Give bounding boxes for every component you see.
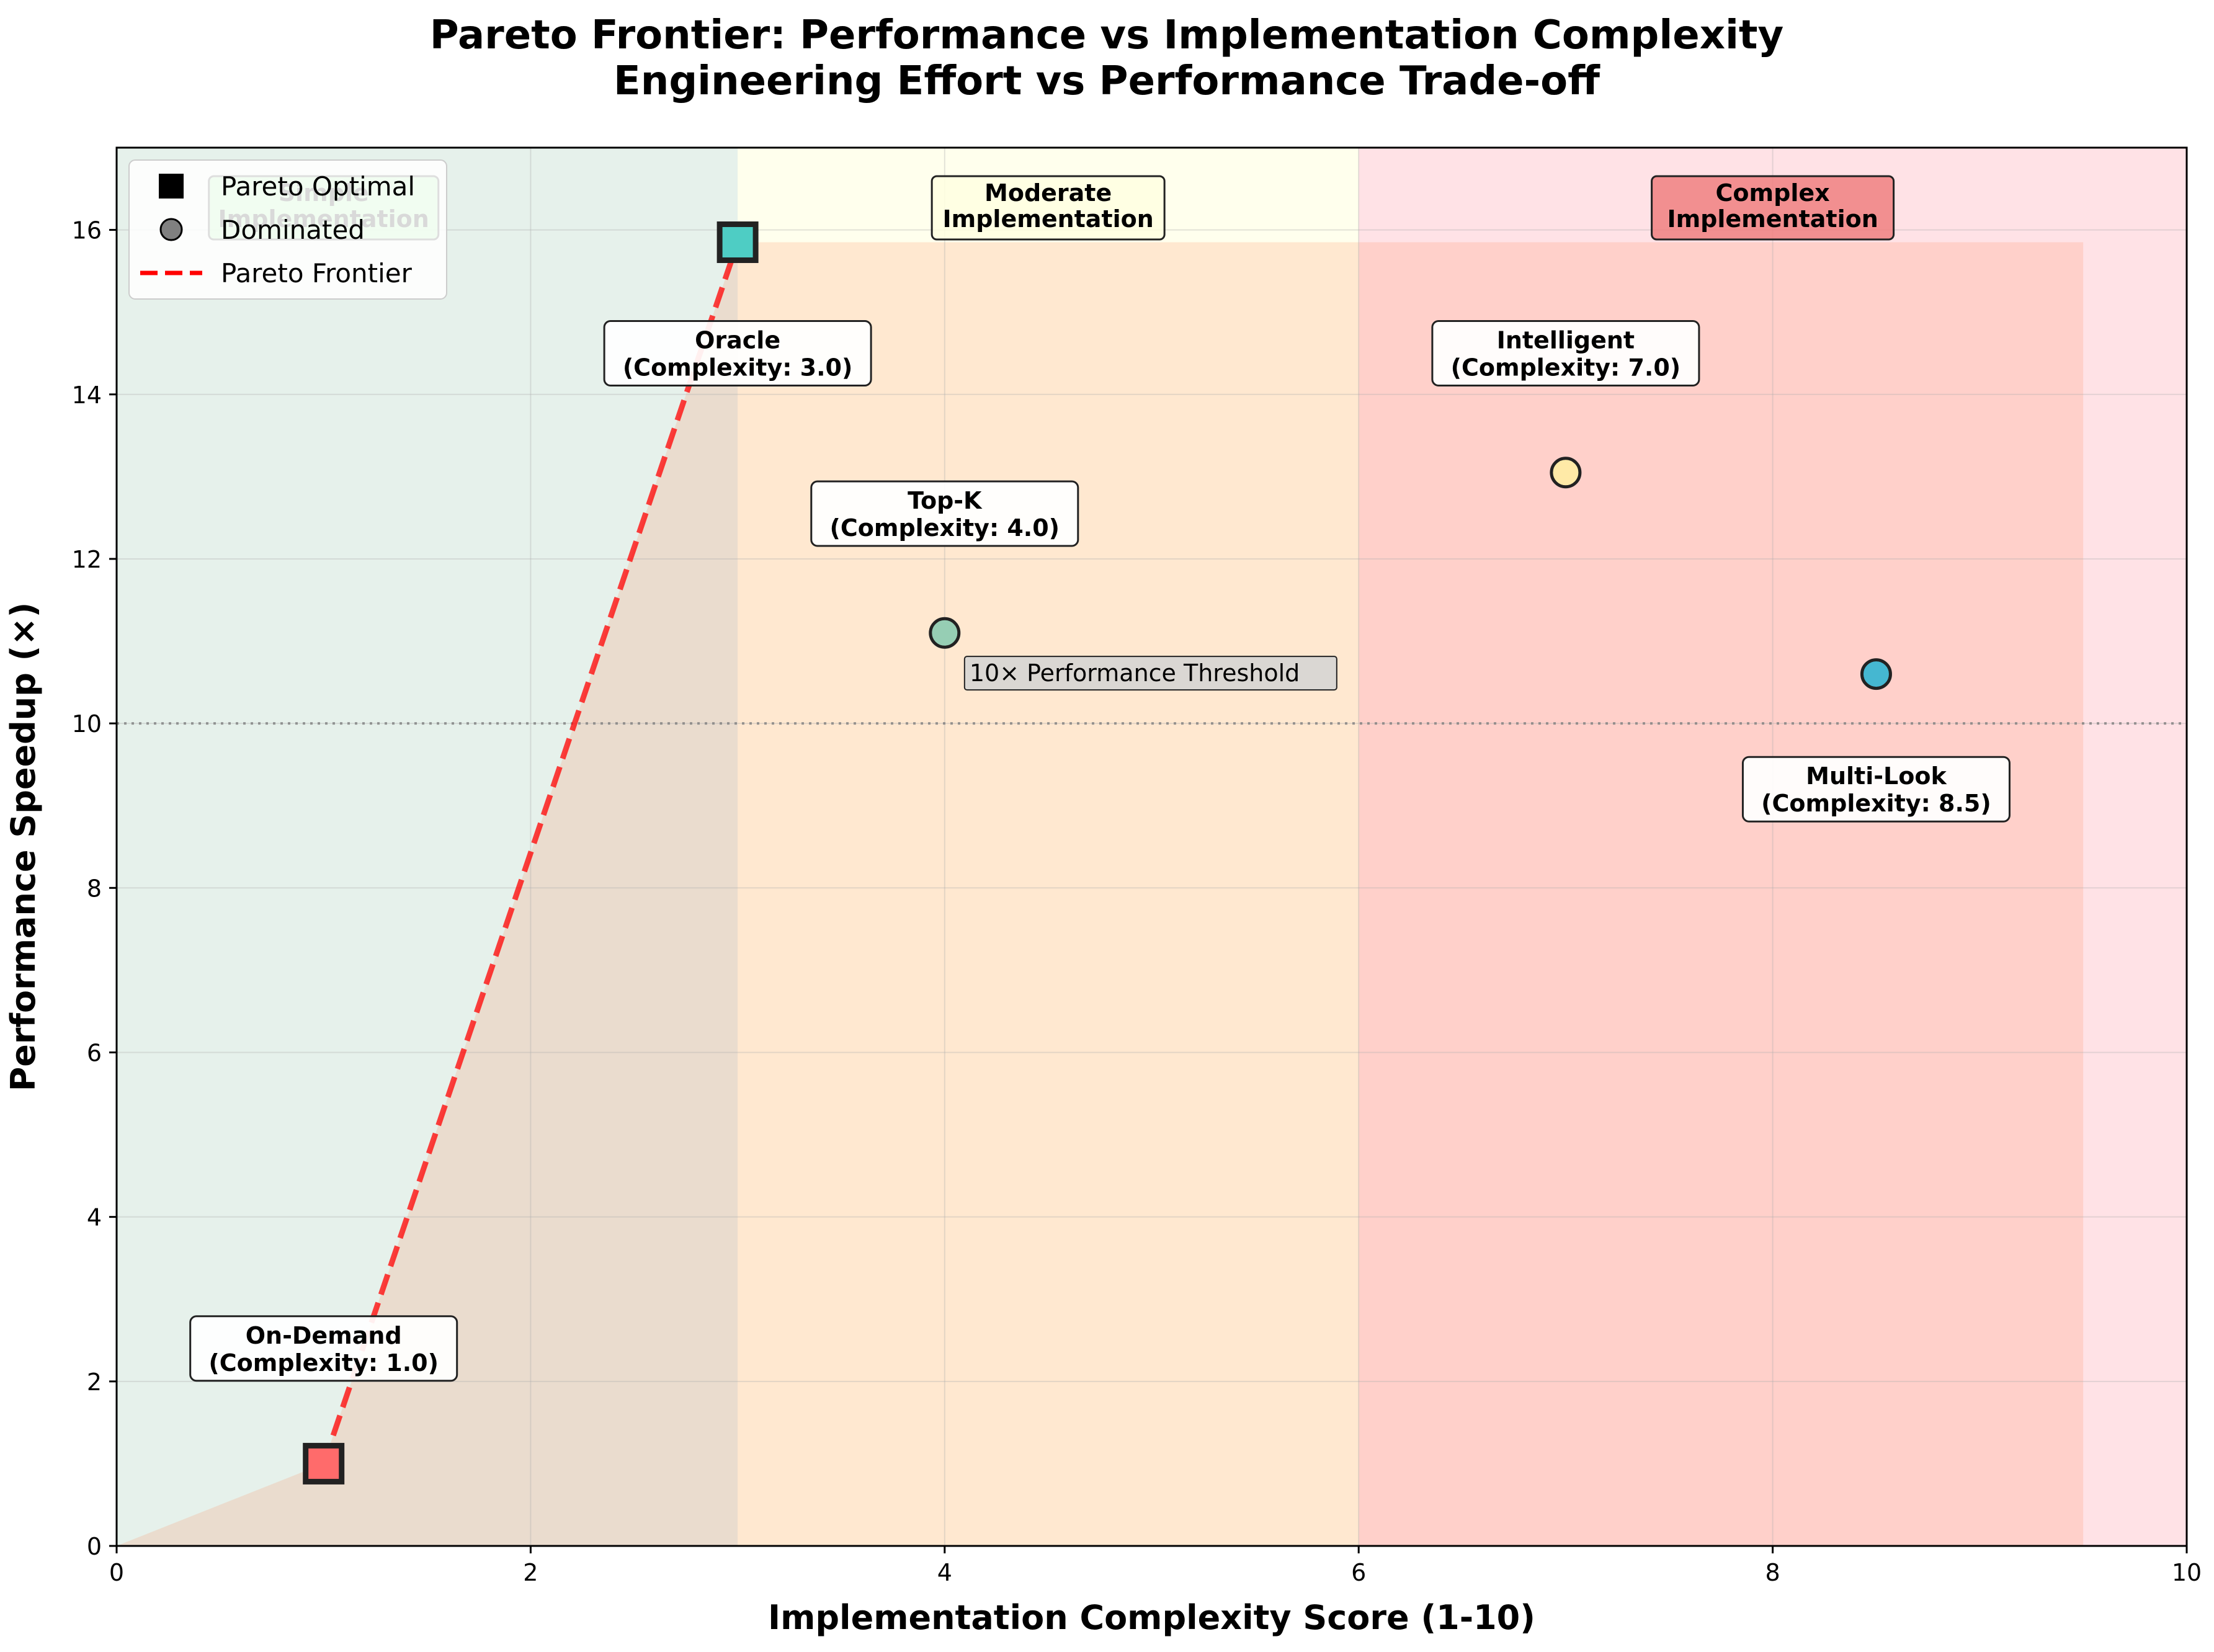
legend-box [128,159,447,300]
legend-label: Pareto Frontier [221,258,413,288]
pareto-frontier-line [321,241,741,1465]
point-annotation-complexity: (Complexity: 4.0) [830,514,1060,542]
data-point-multi-look[interactable] [1860,658,1892,690]
plot-frame [115,146,2188,1547]
region-label-box-2 [1651,175,1895,241]
legend-marker-circle [159,218,183,241]
point-annotation-complexity: (Complexity: 8.5) [1761,790,1991,817]
threshold-label-box [963,656,1337,691]
point-annotation-name: Oracle [695,326,780,354]
legend-label: Pareto Optimal [221,171,415,202]
feasible-shaded-area [117,242,2084,1546]
point-annotation-box-0 [189,1315,458,1382]
legend-marker-square [159,174,184,199]
y-tick-label: 16 [72,217,102,244]
y-tick-label: 12 [72,546,102,573]
x-tick-label: 4 [937,1559,952,1586]
y-tick-label: 8 [87,875,102,902]
y-tick-label: 6 [87,1039,102,1066]
point-annotation-name: Intelligent [1497,326,1635,354]
region-label-line: Moderate [984,179,1112,207]
x-tick-label: 2 [523,1559,538,1586]
region-label-2: Complex Implementation [1667,179,1878,233]
point-annotation-name: Multi-Look [1806,762,1947,790]
legend-label: Dominated [221,215,365,245]
point-annotation-complexity: (Complexity: 1.0) [208,1349,439,1377]
plot-background [117,148,2187,1546]
point-annotation-box-1 [603,319,872,386]
region-label-line: Complex [1716,179,1830,207]
y-tick-label: 4 [87,1204,102,1231]
x-tick-label: 0 [109,1559,124,1586]
point-annotation-name: Top-K [908,487,983,514]
y-tick-label: 10 [72,710,102,738]
x-tick-label: 6 [1351,1559,1366,1586]
point-annotation-complexity: (Complexity: 7.0) [1451,354,1681,381]
region-label-box-1 [931,175,1166,241]
y-tick-label: 2 [87,1368,102,1396]
y-tick-label: 0 [87,1533,102,1560]
chart-title: Pareto Frontier: Performance vs Implemen… [430,12,1783,58]
x-tick-label: 8 [1765,1559,1780,1586]
x-tick-label: 10 [2172,1559,2202,1586]
y-axis-label: Performance Speedup (×) [4,602,43,1092]
point-annotation-name: On-Demand [246,1322,402,1349]
point-annotation-box-2 [810,480,1079,547]
data-point-top-k[interactable] [929,617,961,649]
data-point-oracle[interactable] [716,221,759,263]
point-annotation-box-3 [1431,319,1700,386]
threshold-label: 10× Performance Threshold [970,659,1300,687]
region-label-line: Implementation [942,205,1153,233]
y-tick-label: 14 [72,382,102,409]
region-label-line: Implementation [1667,205,1878,233]
point-annotation-complexity: (Complexity: 3.0) [623,354,853,381]
region-label-1: Moderate Implementation [942,179,1153,233]
point-annotation-box-4 [1741,756,2011,823]
x-axis-label: Implementation Complexity Score (1-10) [768,1598,1535,1637]
data-point-on-demand[interactable] [303,1442,345,1485]
data-point-intelligent[interactable] [1550,457,1582,489]
chart-subtitle: Engineering Effort vs Performance Trade-… [614,58,1600,104]
